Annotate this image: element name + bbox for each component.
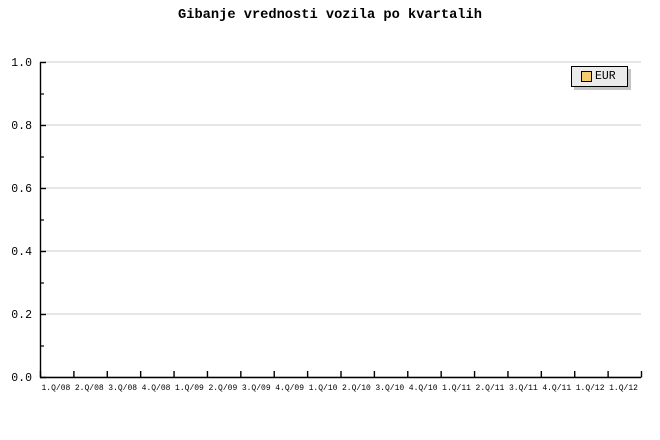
svg-text:4.Q/10: 4.Q/10: [409, 384, 438, 393]
svg-text:3.Q/10: 3.Q/10: [375, 384, 404, 393]
svg-text:2.Q/11: 2.Q/11: [476, 384, 505, 393]
svg-text:1.Q/10: 1.Q/10: [309, 384, 338, 393]
svg-text:2.Q/10: 2.Q/10: [342, 384, 371, 393]
svg-text:1.Q/11: 1.Q/11: [442, 384, 471, 393]
svg-text:0.4: 0.4: [11, 246, 32, 259]
svg-text:1.Q/12: 1.Q/12: [576, 384, 605, 393]
svg-text:2.Q/09: 2.Q/09: [208, 384, 237, 393]
svg-text:1.Q/08: 1.Q/08: [42, 384, 71, 393]
svg-text:3.Q/11: 3.Q/11: [509, 384, 538, 393]
svg-text:2.Q/08: 2.Q/08: [75, 384, 104, 393]
svg-text:0.0: 0.0: [11, 372, 32, 385]
svg-text:0.2: 0.2: [11, 309, 32, 322]
svg-text:1.Q/12: 1.Q/12: [609, 384, 638, 393]
svg-text:3.Q/09: 3.Q/09: [242, 384, 271, 393]
svg-text:1.0: 1.0: [11, 57, 32, 70]
svg-text:4.Q/08: 4.Q/08: [142, 384, 171, 393]
svg-text:0.6: 0.6: [11, 183, 32, 196]
svg-text:3.Q/08: 3.Q/08: [108, 384, 137, 393]
svg-text:4.Q/11: 4.Q/11: [542, 384, 571, 393]
svg-text:4.Q/09: 4.Q/09: [275, 384, 304, 393]
svg-text:1.Q/09: 1.Q/09: [175, 384, 204, 393]
svg-text:0.8: 0.8: [11, 120, 32, 133]
